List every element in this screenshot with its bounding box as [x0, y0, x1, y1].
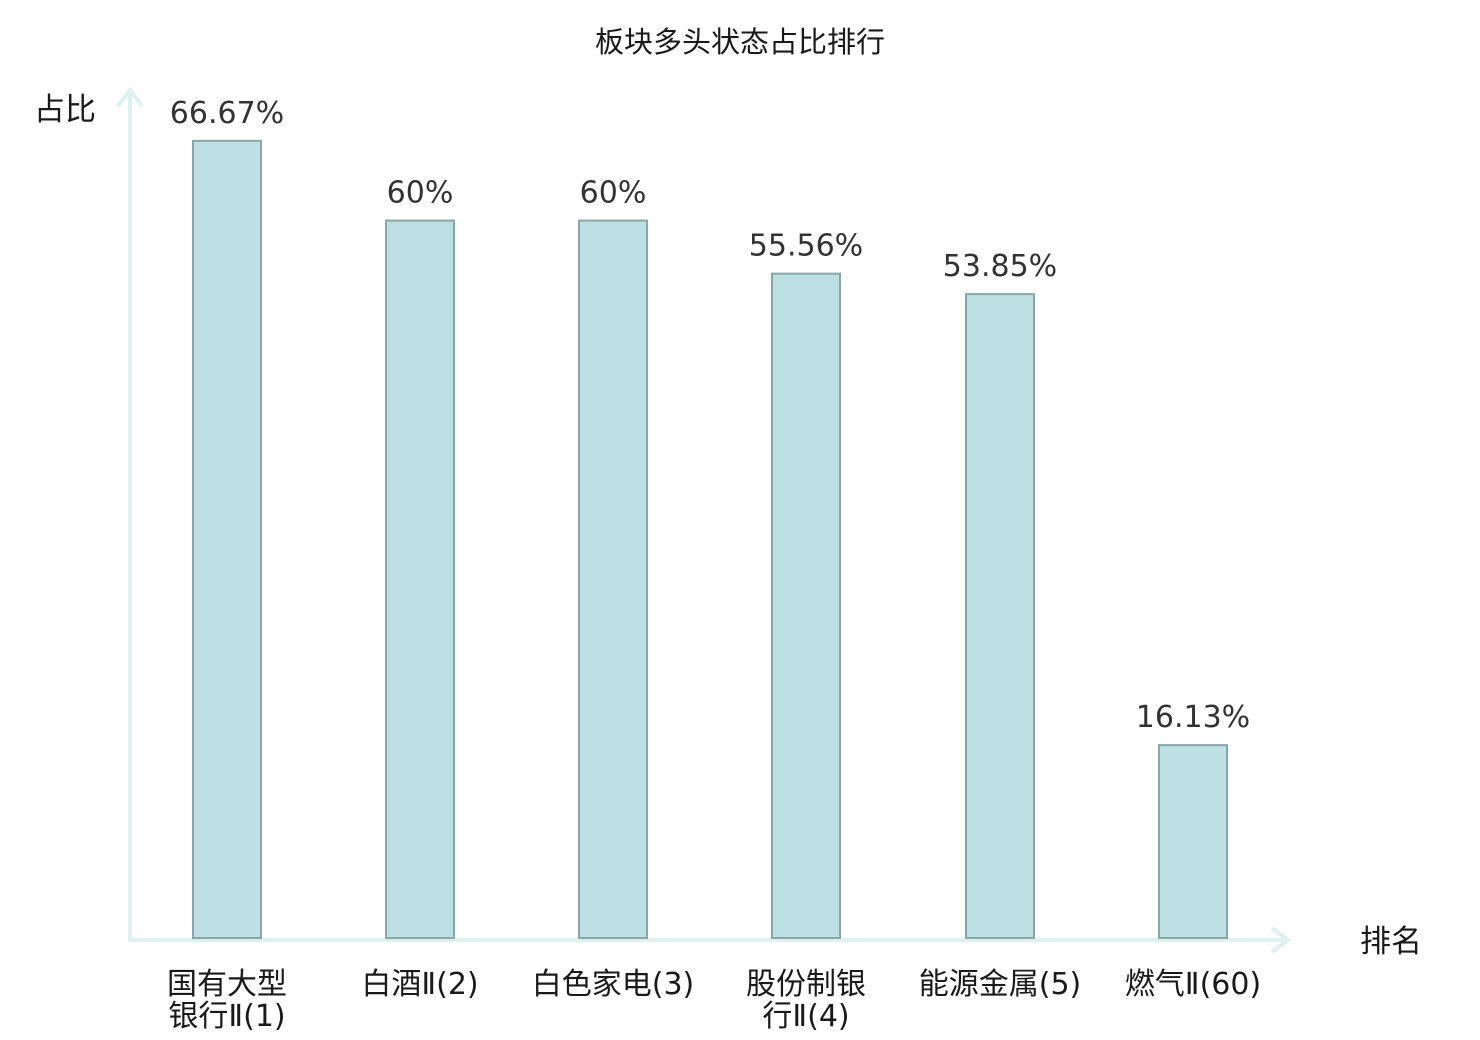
- value-label-3: 60%: [580, 176, 647, 211]
- value-label-4: 55.56%: [749, 229, 863, 264]
- x-axis-title: 排名: [1360, 924, 1422, 960]
- value-label-6: 16.13%: [1136, 700, 1250, 735]
- bar-3: [578, 219, 648, 940]
- value-labels-group: 66.67% 60% 60% 55.56% 53.85% 16.13%: [170, 96, 1250, 735]
- value-label-2: 60%: [387, 176, 454, 211]
- category-label-5: 能源金属(5): [919, 967, 1082, 1002]
- category-label-2: 白酒Ⅱ(2): [361, 967, 478, 1002]
- category-label-4-line-1: 股份制银: [746, 967, 866, 1002]
- value-label-5: 53.85%: [943, 249, 1057, 284]
- category-label-1-line-2: 银行Ⅱ(1): [168, 999, 285, 1034]
- y-axis-title: 占比: [34, 92, 96, 128]
- bar-2: [385, 219, 455, 940]
- chart-title: 板块多头状态占比排行: [595, 25, 885, 59]
- bar-5: [965, 293, 1035, 939]
- bar-1: [192, 139, 262, 940]
- bars-group: [192, 139, 1228, 940]
- category-label-6: 燃气Ⅱ(60): [1125, 967, 1261, 1002]
- x-axis: [128, 926, 1292, 954]
- bar-4: [771, 272, 841, 939]
- value-label-1: 66.67%: [170, 96, 284, 131]
- y-axis: [116, 86, 144, 940]
- category-label-1-line-1: 国有大型: [167, 967, 287, 1002]
- bar-6: [1158, 744, 1228, 939]
- category-label-4-line-2: 行Ⅱ(4): [762, 999, 849, 1034]
- x-axis-arrow: [1270, 926, 1292, 954]
- y-axis-arrow: [116, 86, 144, 108]
- category-label-3: 白色家电(3): [532, 967, 695, 1002]
